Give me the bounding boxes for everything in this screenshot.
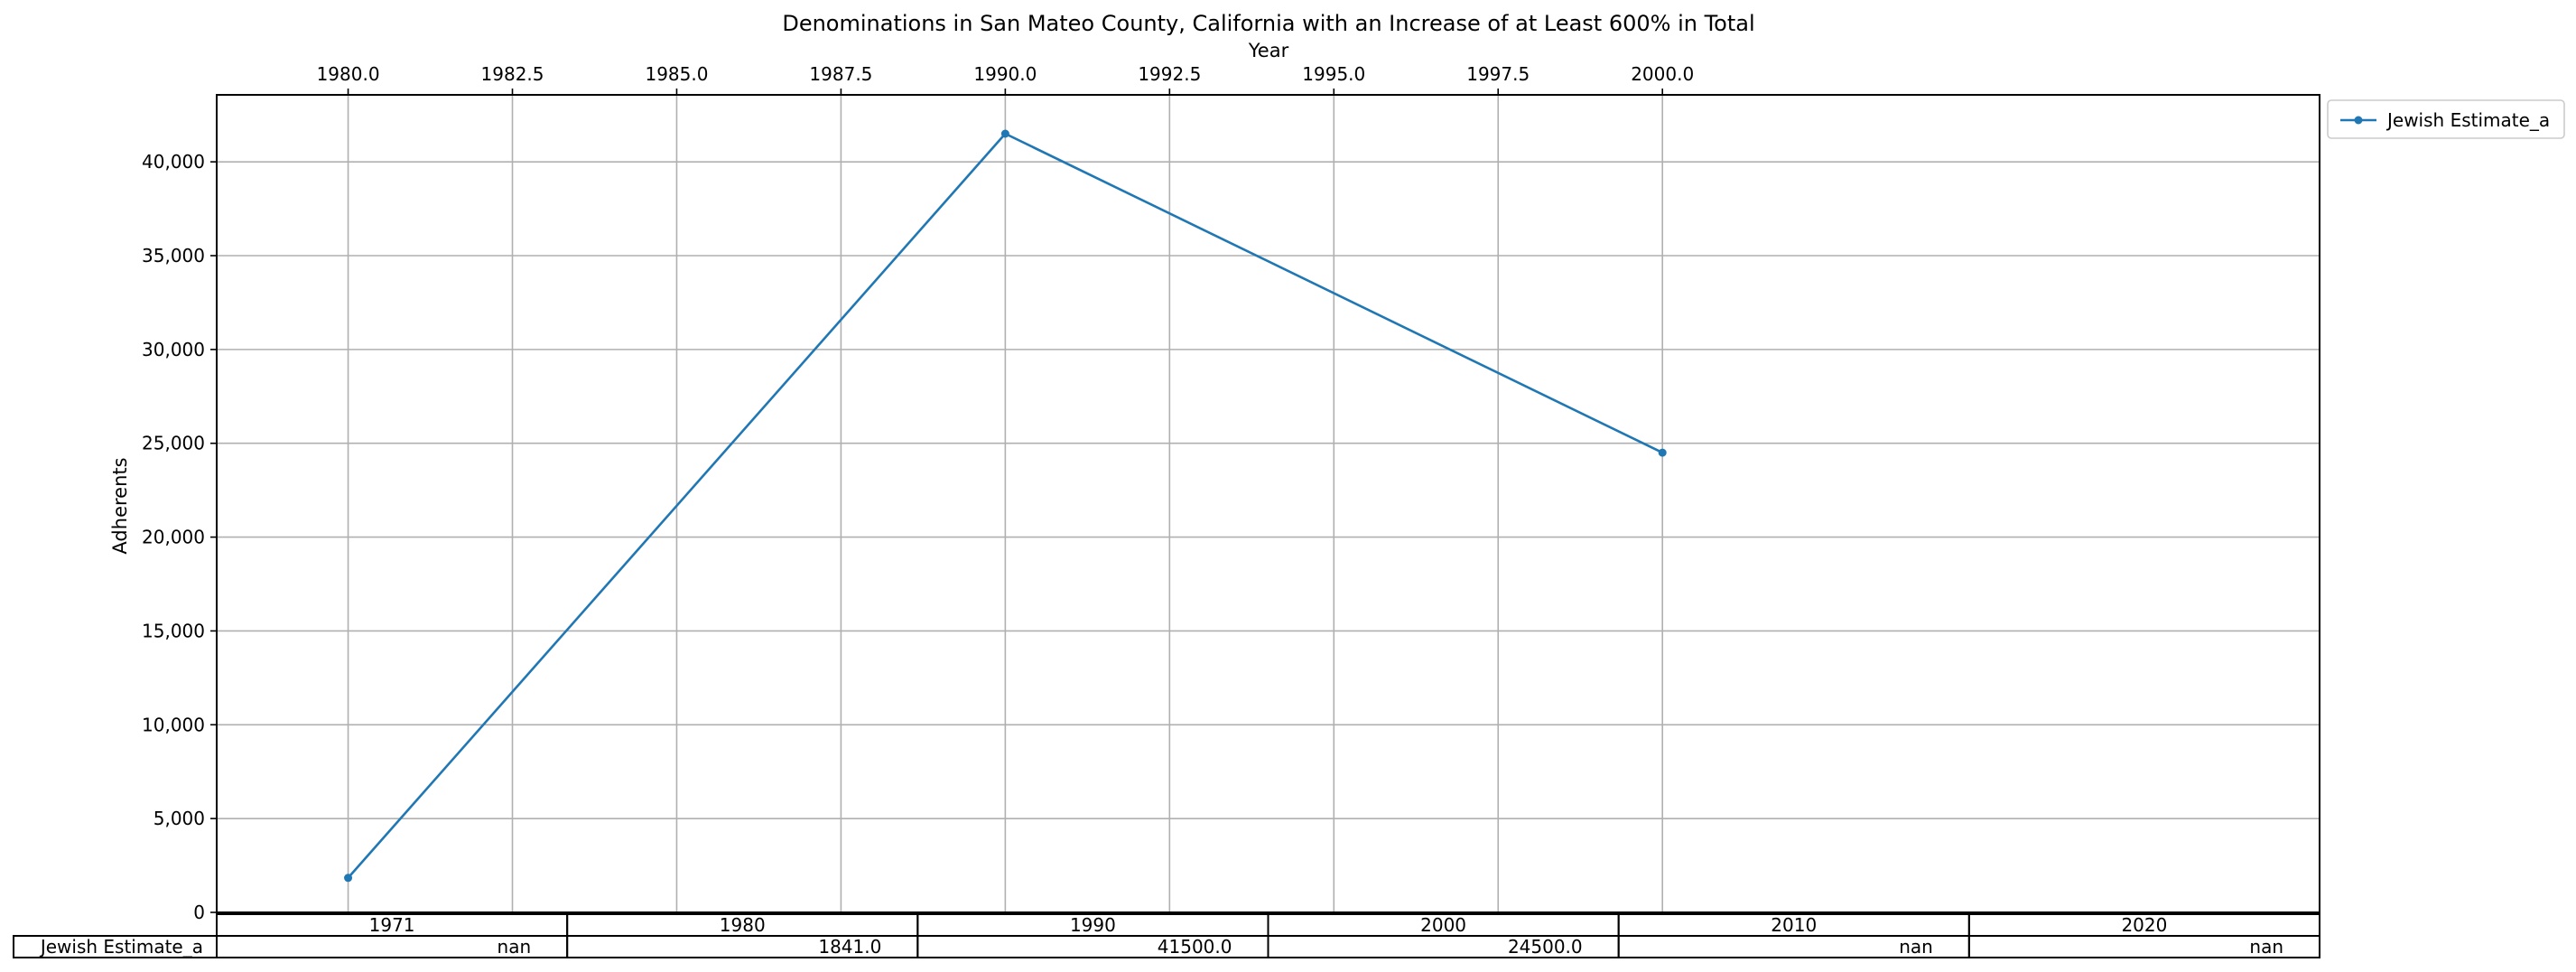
x-tick-label: 1985.0 [645, 63, 708, 85]
table-column-header: 2020 [2121, 914, 2167, 936]
y-tick-label: 40,000 [142, 151, 205, 173]
series-group [344, 129, 1667, 883]
y-axis-label: Adherents [109, 457, 131, 554]
plot-area-frame [216, 94, 2320, 913]
legend-label: Jewish Estimate_a [2385, 109, 2550, 131]
table-cell-value: nan [1899, 936, 1933, 958]
table-column-header: 2010 [1771, 914, 1817, 936]
chart-title: Denominations in San Mateo County, Calif… [782, 11, 1754, 36]
y-tick-label: 25,000 [142, 433, 205, 454]
data-table: 1971 1980 1990 2000 2010 2020 Jewish Estimate_… [13, 913, 2320, 958]
y-tick-label: 5,000 [153, 808, 205, 829]
legend-marker [2354, 116, 2363, 125]
legend: Jewish Estimate_a [2327, 99, 2565, 139]
y-tick-label: 30,000 [142, 339, 205, 360]
table-cell-value: nan [2249, 936, 2283, 958]
x-tick-label: 1987.5 [809, 63, 872, 85]
table-cell-value: 24500.0 [1508, 936, 1583, 958]
x-tick-label: 1982.5 [481, 63, 544, 85]
table-cell-value: 41500.0 [1158, 936, 1232, 958]
data-point [1658, 448, 1667, 457]
x-ticks: 1980.0 1982.5 1985.0 1987.5 1990.0 1992.5 1995… [317, 63, 1694, 95]
y-tick-label: 15,000 [142, 620, 205, 641]
table-cell [1967, 935, 2320, 958]
table-row-label: Jewish Estimate_a [39, 936, 203, 958]
x-tick-label: 1997.5 [1466, 63, 1530, 85]
y-tick-label: 20,000 [142, 527, 205, 548]
x-tick-label: 1980.0 [317, 63, 380, 85]
table-column-header: 1980 [720, 914, 766, 936]
data-point [1000, 129, 1009, 138]
table-cell-value: nan [498, 936, 532, 958]
y-tick-label: 10,000 [142, 714, 205, 735]
x-tick-label: 1990.0 [973, 63, 1037, 85]
table-cell-value: 1841.0 [818, 936, 881, 958]
table-column-header: 1990 [1070, 914, 1116, 936]
data-point [344, 874, 353, 883]
x-tick-label: 1995.0 [1302, 63, 1365, 85]
x-axis-label: Year [1248, 40, 1289, 61]
legend-box [2327, 99, 2565, 139]
x-tick-label: 2000.0 [1631, 63, 1694, 85]
x-tick-label: 1992.5 [1138, 63, 1201, 85]
y-tick-label: 0 [193, 902, 205, 923]
y-tick-label: 35,000 [142, 245, 205, 266]
table-column-header: 1971 [369, 914, 415, 936]
table-column-header: 2000 [1420, 914, 1466, 936]
grid [217, 95, 2320, 913]
y-ticks: 0 5,000 10,000 15,000 20,000 25,000 30,000 35,0… [142, 151, 217, 923]
